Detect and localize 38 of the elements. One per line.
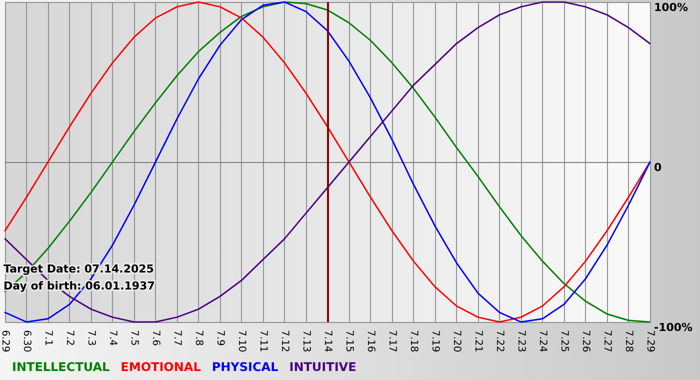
x-tick-label: 7.29 [644, 330, 656, 352]
y-tick-label: -100% [654, 321, 693, 334]
x-tick-label: 7.17 [386, 330, 398, 352]
x-tick-label: 7.9 [214, 330, 226, 346]
x-tick-label: 7.15 [344, 330, 354, 352]
x-tick-label: 7.14 [322, 330, 333, 352]
x-tick-label: 6.29 [0, 330, 10, 352]
x-tick-label: 7.22 [494, 330, 505, 352]
x-tick-label: 7.20 [451, 330, 462, 352]
x-tick-label: 7.11 [258, 330, 268, 352]
x-tick-label: 7.10 [236, 330, 247, 352]
text: INTUITIVE [289, 360, 356, 374]
text: PHYSICAL [212, 360, 279, 374]
x-tick-label: 7.8 [193, 330, 204, 346]
x-tick-label: 7.3 [86, 330, 96, 346]
x-tick-label: 7.27 [602, 330, 612, 352]
x-tick-label: 7.21 [472, 330, 484, 352]
x-tick-label: 7.16 [365, 330, 376, 352]
x-tick-label: 7.7 [172, 330, 182, 346]
x-tick-label: 7.4 [107, 330, 118, 346]
x-tick-label: 6.30 [21, 330, 32, 352]
y-tick-label: 0 [654, 161, 662, 174]
x-tick-label: 7.18 [408, 330, 419, 352]
x-tick-label: 7.19 [430, 330, 440, 352]
x-tick-label: 7.28 [623, 330, 634, 352]
x-tick-label: 7.12 [279, 330, 290, 352]
text: INTELLECTUAL [12, 360, 110, 374]
x-tick-label: 7.25 [558, 330, 570, 352]
x-tick-label: 7.26 [580, 330, 591, 352]
x-tick-label: 7.24 [537, 330, 548, 352]
x-tick-label: 7.2 [64, 330, 75, 346]
x-tick-label: 7.5 [128, 330, 140, 346]
x-tick-label: 7.1 [42, 330, 54, 346]
x-tick-label: 7.13 [300, 330, 312, 352]
x-tick-label: 7.23 [516, 330, 526, 352]
y-tick-label: 100% [654, 1, 688, 14]
text: EMOTIONAL [120, 360, 202, 374]
x-tick-label: 7.6 [150, 330, 161, 346]
